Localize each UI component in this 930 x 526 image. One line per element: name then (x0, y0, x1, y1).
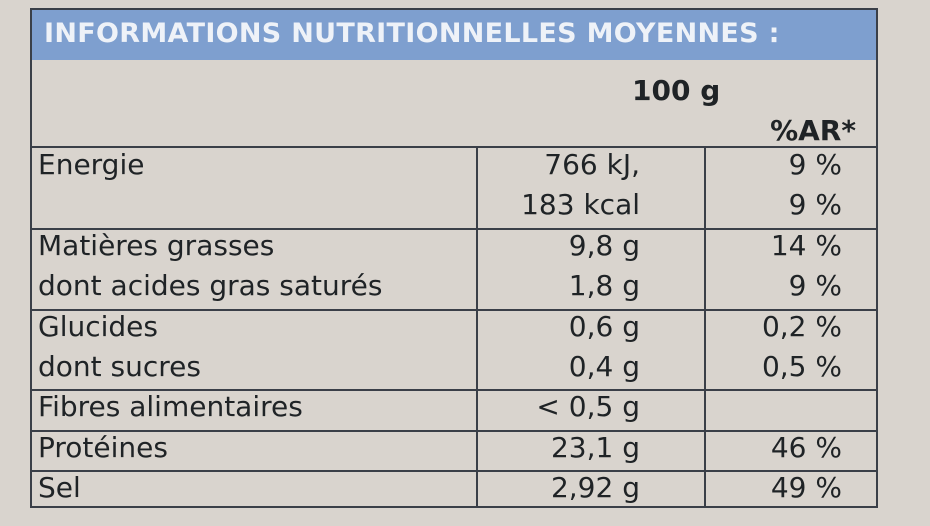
row-ar: 0,5 % (761, 350, 842, 383)
row-ar: 9 % (788, 269, 842, 303)
row-amount: 0,6 g (568, 309, 640, 343)
rule (32, 308, 876, 311)
nutrition-table: INFORMATIONS NUTRITIONNELLES MOYENNES : … (30, 8, 878, 508)
row-amount: < 0,5 g (536, 390, 640, 424)
row-amount: 1,8 g (568, 269, 640, 303)
rule (704, 146, 706, 506)
header-title: INFORMATIONS NUTRITIONNELLES MOYENNES : (44, 18, 780, 49)
header-band: INFORMATIONS NUTRITIONNELLES MOYENNES : (32, 10, 876, 60)
row-label: Fibres alimentaires (38, 390, 303, 424)
row-amount: 23,1 g (550, 430, 640, 464)
row-amount: 0,4 g (568, 350, 640, 383)
column-header: %AR* (770, 114, 856, 147)
row-ar: 9 % (788, 188, 842, 222)
row-label: Matières grasses (38, 228, 275, 262)
row-label: Sel (38, 471, 81, 505)
rule (32, 389, 876, 392)
row-ar: 0,2 % (761, 309, 842, 343)
row-label: Energie (38, 148, 145, 181)
row-ar: 46 % (770, 430, 842, 464)
rule (32, 227, 876, 230)
rule (32, 429, 876, 432)
row-label: Glucides (38, 309, 158, 343)
row-label: Protéines (38, 430, 168, 464)
rule (476, 146, 478, 506)
row-label: dont sucres (38, 350, 201, 383)
row-amount: 183 kcal (521, 188, 640, 222)
row-label: dont acides gras saturés (38, 269, 383, 303)
row-amount: 9,8 g (568, 228, 640, 262)
rule (32, 470, 876, 473)
row-amount: 766 kJ, (544, 148, 640, 181)
row-ar: 9 % (788, 148, 842, 181)
column-header: 100 g (632, 74, 721, 107)
row-amount: 2,92 g (550, 471, 640, 505)
rule (32, 146, 876, 148)
row-ar: 14 % (770, 228, 842, 262)
row-ar: 49 % (770, 471, 842, 505)
